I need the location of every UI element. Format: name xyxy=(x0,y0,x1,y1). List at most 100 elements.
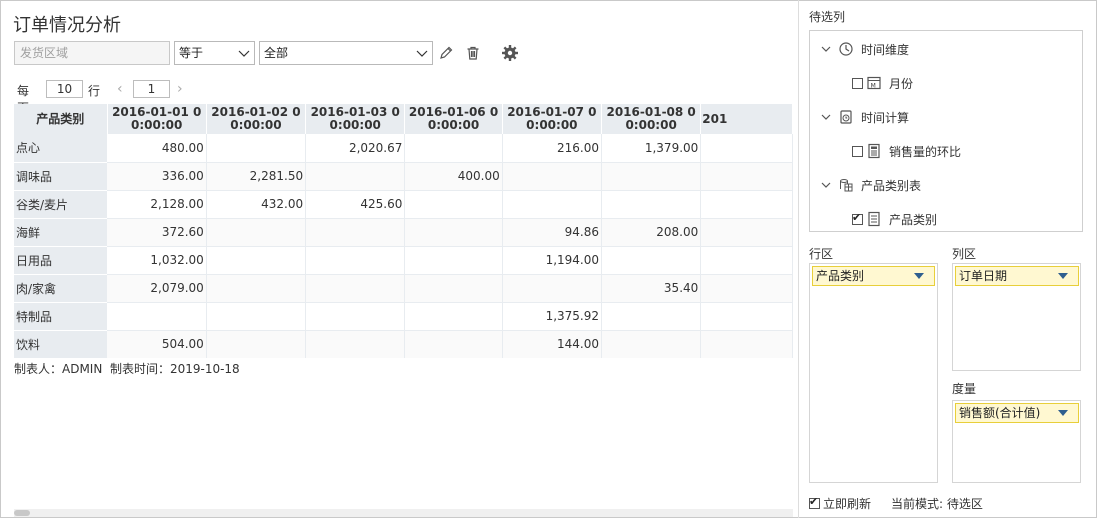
table-cell[interactable]: 35.40 xyxy=(601,274,702,303)
table-cell[interactable] xyxy=(206,134,307,163)
tree-node-time-dim[interactable]: 时间维度 xyxy=(820,39,909,59)
column-header-cell[interactable]: 2016-01-02 00:00:00 xyxy=(206,104,307,134)
row-header-cell[interactable]: 肉/家禽 xyxy=(14,274,108,303)
table-cell[interactable] xyxy=(700,134,793,163)
tree-node-time-calc[interactable]: 时间计算 xyxy=(820,107,909,127)
dropdown-arrow-icon[interactable] xyxy=(914,273,924,279)
table-cell[interactable]: 504.00 xyxy=(107,330,207,358)
table-cell[interactable]: 480.00 xyxy=(107,134,207,163)
table-cell[interactable]: 425.60 xyxy=(305,190,406,219)
table-cell[interactable]: 2,020.67 xyxy=(305,134,406,163)
table-cell[interactable] xyxy=(700,330,793,358)
row-header-cell[interactable]: 点心 xyxy=(14,134,108,163)
table-cell[interactable] xyxy=(305,274,406,303)
table-cell[interactable] xyxy=(700,162,793,191)
table-cell[interactable]: 144.00 xyxy=(502,330,603,358)
per-page-input[interactable]: 10 xyxy=(46,80,83,98)
table-cell[interactable] xyxy=(502,274,603,303)
table-cell[interactable] xyxy=(601,302,702,331)
table-cell[interactable] xyxy=(404,302,503,331)
table-cell[interactable]: 1,194.00 xyxy=(502,246,603,275)
table-cell[interactable] xyxy=(502,190,603,219)
filter-field-input[interactable]: 发货区域 xyxy=(14,41,170,65)
table-cell[interactable] xyxy=(601,162,702,191)
next-page-icon[interactable]: › xyxy=(177,81,183,97)
table-cell[interactable]: 94.86 xyxy=(502,218,603,247)
table-cell[interactable]: 432.00 xyxy=(206,190,307,219)
table-cell[interactable] xyxy=(404,190,503,219)
table-cell[interactable]: 1,375.92 xyxy=(502,302,603,331)
table-cell[interactable] xyxy=(404,134,503,163)
row-zone-chip[interactable]: 产品类别 xyxy=(812,266,935,286)
refresh-checkbox[interactable] xyxy=(809,495,820,509)
table-cell[interactable] xyxy=(404,274,503,303)
month-checkbox[interactable] xyxy=(852,77,863,89)
gear-icon[interactable] xyxy=(500,43,520,63)
row-zone[interactable]: 产品类别 xyxy=(809,263,938,483)
column-zone-chip[interactable]: 订单日期 xyxy=(955,266,1079,286)
table-cell[interactable] xyxy=(601,246,702,275)
delete-icon[interactable] xyxy=(463,43,483,63)
tree-node-ring-ratio[interactable]: 销售量的环比 xyxy=(852,141,961,161)
row-header-cell[interactable]: 产品类别 xyxy=(14,104,108,134)
prev-page-icon[interactable]: ‹ xyxy=(117,81,123,97)
table-cell[interactable] xyxy=(305,330,406,358)
table-cell[interactable] xyxy=(404,246,503,275)
column-zone[interactable]: 订单日期 xyxy=(952,263,1081,371)
row-header-cell[interactable]: 海鲜 xyxy=(14,218,108,247)
table-cell[interactable]: 2,128.00 xyxy=(107,190,207,219)
table-cell[interactable]: 216.00 xyxy=(502,134,603,163)
dropdown-arrow-icon[interactable] xyxy=(1058,410,1068,416)
table-cell[interactable] xyxy=(206,274,307,303)
table-cell[interactable]: 2,281.50 xyxy=(206,162,307,191)
row-header-cell[interactable]: 调味品 xyxy=(14,162,108,191)
table-cell[interactable] xyxy=(404,218,503,247)
filter-value-select[interactable]: 全部 xyxy=(259,41,433,65)
table-cell[interactable] xyxy=(502,162,603,191)
scrollbar-thumb[interactable] xyxy=(14,510,30,516)
table-cell[interactable] xyxy=(601,330,702,358)
table-cell[interactable] xyxy=(404,330,503,358)
column-header-cell[interactable]: 2016-01-07 00:00:00 xyxy=(502,104,603,134)
row-header-cell[interactable]: 日用品 xyxy=(14,246,108,275)
table-cell[interactable]: 336.00 xyxy=(107,162,207,191)
table-cell[interactable] xyxy=(700,190,793,219)
tree-node-category[interactable]: 产品类别 xyxy=(852,209,937,229)
filter-operator-select[interactable]: 等于 xyxy=(174,41,255,65)
tree-node-month[interactable]: M 月份 xyxy=(852,73,913,93)
table-cell[interactable] xyxy=(107,302,207,331)
column-header-cell[interactable]: 2016-01-06 00:00:00 xyxy=(404,104,503,134)
edit-icon[interactable] xyxy=(436,43,456,63)
row-header-cell[interactable]: 特制品 xyxy=(14,302,108,331)
table-cell[interactable] xyxy=(601,190,702,219)
table-cell[interactable] xyxy=(700,302,793,331)
chevron-down-icon[interactable] xyxy=(820,111,832,123)
table-cell[interactable] xyxy=(700,246,793,275)
table-cell[interactable] xyxy=(206,302,307,331)
table-cell[interactable] xyxy=(305,246,406,275)
column-header-cell[interactable]: 201 xyxy=(700,104,793,134)
table-cell[interactable] xyxy=(305,302,406,331)
table-cell[interactable]: 1,032.00 xyxy=(107,246,207,275)
table-cell[interactable]: 208.00 xyxy=(601,218,702,247)
category-checkbox[interactable] xyxy=(852,211,863,225)
row-header-cell[interactable]: 饮料 xyxy=(14,330,108,358)
row-header-cell[interactable]: 谷类/麦片 xyxy=(14,190,108,219)
dropdown-arrow-icon[interactable] xyxy=(1058,273,1068,279)
page-number-input[interactable]: 1 xyxy=(133,80,170,98)
column-header-cell[interactable]: 2016-01-01 00:00:00 xyxy=(107,104,207,134)
chevron-down-icon[interactable] xyxy=(820,43,832,55)
table-cell[interactable]: 372.60 xyxy=(107,218,207,247)
measure-zone-chip[interactable]: 销售额(合计值) xyxy=(955,403,1079,423)
chevron-down-icon[interactable] xyxy=(820,179,832,191)
table-cell[interactable] xyxy=(700,218,793,247)
table-cell[interactable] xyxy=(206,246,307,275)
ring-ratio-checkbox[interactable] xyxy=(852,145,863,157)
table-cell[interactable]: 2,079.00 xyxy=(107,274,207,303)
table-cell[interactable] xyxy=(305,162,406,191)
table-cell[interactable]: 1,379.00 xyxy=(601,134,702,163)
measure-zone[interactable]: 销售额(合计值) xyxy=(952,400,1081,483)
column-header-cell[interactable]: 2016-01-03 00:00:00 xyxy=(305,104,406,134)
table-cell[interactable] xyxy=(305,218,406,247)
tree-node-category-table[interactable]: 产品类别表 xyxy=(820,175,921,195)
